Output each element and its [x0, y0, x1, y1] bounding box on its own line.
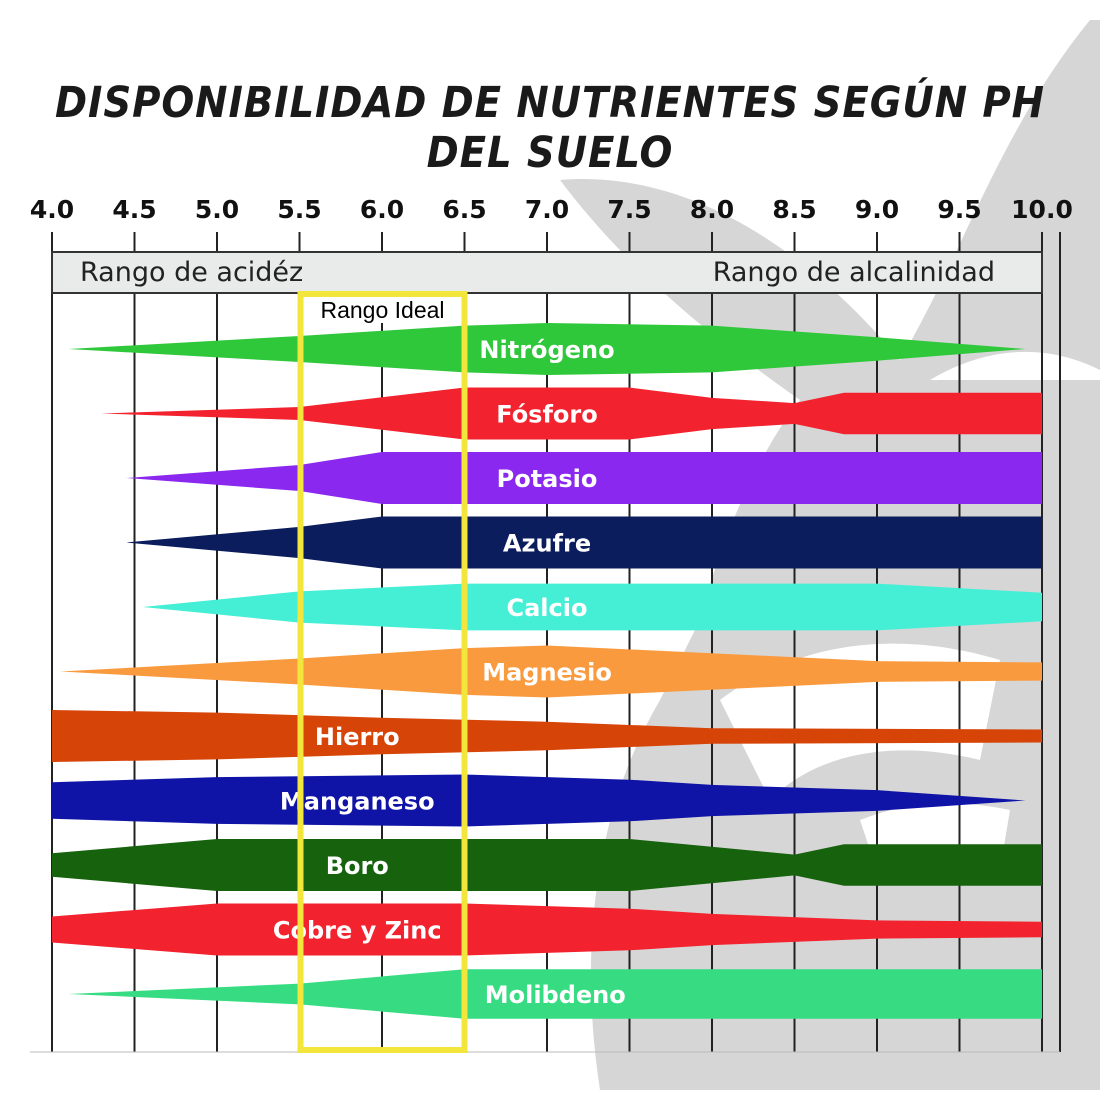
band-label-azufre: Azufre: [503, 530, 591, 558]
band-label-nitrogeno: Nitrógeno: [479, 336, 614, 364]
band-fosforo: [101, 387, 1042, 440]
band-label-calcio: Calcio: [507, 594, 588, 622]
page-title: DISPONIBILIDAD DE NUTRIENTES SEGÚN PH DE…: [55, 78, 1045, 178]
band-label-manganeso: Manganeso: [280, 788, 435, 816]
x-tick-label: 8.5: [772, 195, 816, 224]
x-tick-label: 4.0: [30, 195, 74, 224]
x-tick-label: 5.5: [277, 195, 321, 224]
x-tick-label: 7.0: [525, 195, 569, 224]
x-tick-label: 4.5: [112, 195, 156, 224]
band-boro: [52, 839, 1042, 891]
band-nitrogeno: [68, 323, 1026, 375]
x-tick-label: 10.0: [1011, 195, 1073, 224]
band-label-hierro: Hierro: [315, 723, 400, 751]
band-manganeso: [52, 774, 1026, 827]
ideal-range-label: Rango Ideal: [320, 297, 444, 323]
x-tick-label: 9.0: [855, 195, 899, 224]
band-azufre: [126, 516, 1043, 569]
band-label-potasio: Potasio: [497, 465, 598, 493]
x-tick-label: 9.5: [937, 195, 981, 224]
band-molibdeno: [68, 969, 1042, 1019]
band-label-magnesio: Magnesio: [482, 659, 612, 687]
band-label-boro: Boro: [326, 852, 389, 880]
range-bar: [51, 251, 1043, 294]
band-potasio: [126, 452, 1043, 504]
x-tick-label: 7.5: [607, 195, 651, 224]
x-tick-label: 6.0: [360, 195, 404, 224]
band-label-fosforo: Fósforo: [496, 401, 597, 429]
x-tick-label: 8.0: [690, 195, 734, 224]
alkaline-range-label: Rango de alcalinidad: [713, 257, 995, 288]
x-tick-label: 5.0: [195, 195, 239, 224]
band-label-molibdeno: Molibdeno: [485, 981, 626, 1009]
band-cobre-y-zinc: [52, 903, 1042, 956]
ideal-range-label-bg: [304, 297, 461, 323]
x-tick-label: 6.5: [442, 195, 486, 224]
band-calcio: [142, 583, 1042, 631]
band-magnesio: [60, 645, 1042, 698]
acid-range-label: Rango de acidéz: [80, 257, 303, 288]
ideal-range-box: [297, 291, 468, 1053]
